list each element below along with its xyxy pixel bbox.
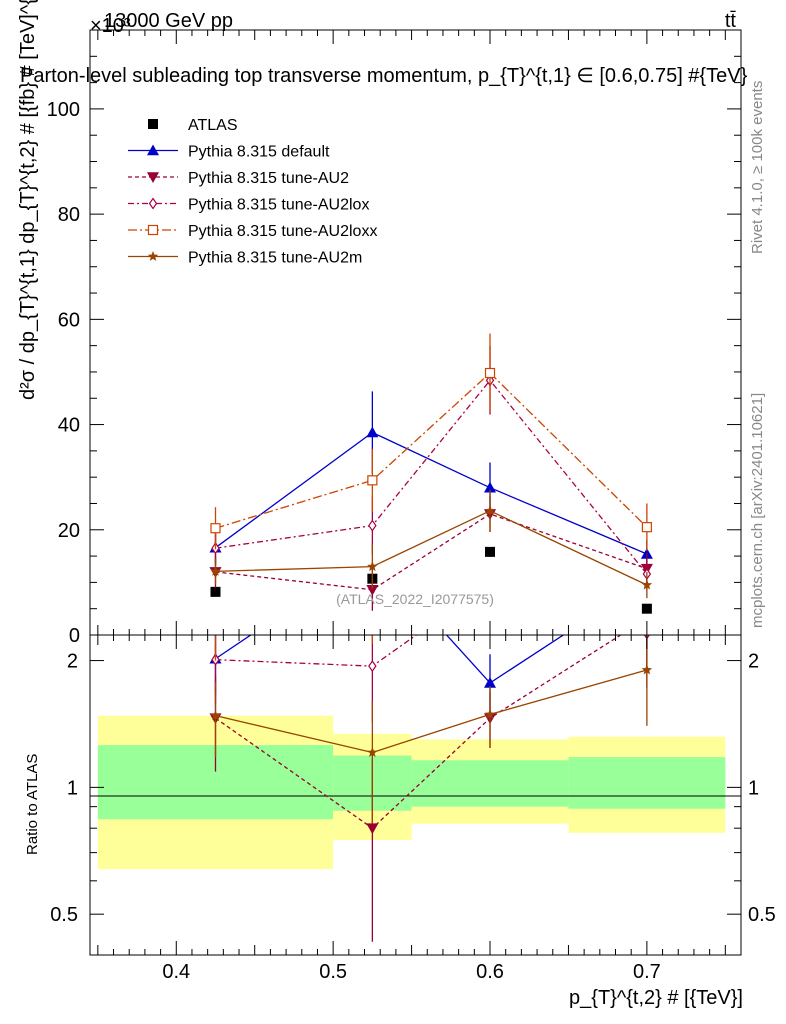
- ratio-series: [211, 529, 646, 661]
- ratio-y-tick-label: 1: [67, 777, 78, 799]
- mcplots-label: mcplots.cern.ch [arXiv:2401.10621]: [749, 393, 766, 628]
- ratio-y-tick-label: 2: [67, 651, 78, 673]
- ratio-y-tick-label-right: 1: [748, 777, 759, 799]
- legend-item: Pythia 8.315 default: [128, 144, 330, 161]
- ratio-y-tick-label-right: 0.5: [748, 904, 776, 926]
- ratio-axis-ticks: 0.5 0.5 1 1 2 2: [50, 651, 776, 956]
- ratio-line: [215, 669, 648, 754]
- legend-marker: [148, 119, 158, 129]
- x-tick-label: 0.7: [633, 961, 661, 983]
- x-axis-title: p_{T}^{t,2} # [{TeV}]: [569, 987, 743, 1009]
- legend-item: Pythia 8.315 tune-AU2loxx: [128, 223, 377, 240]
- legend-item: Pythia 8.315 tune-AU2m: [128, 250, 362, 267]
- x-tick-label: 0.5: [319, 961, 347, 983]
- data-point: [641, 522, 652, 533]
- data-point: [368, 519, 377, 532]
- series-line: [215, 513, 648, 591]
- ratio-point: [484, 708, 496, 719]
- data-point: [485, 546, 496, 557]
- ratio-point: [641, 664, 653, 675]
- ratio-point: [367, 747, 378, 757]
- series-pythia-8-315-tune-au2loxx: [210, 333, 652, 551]
- ratio-y-tick-label: 0.5: [50, 904, 78, 926]
- y-tick-label: 100: [47, 99, 80, 121]
- data-point: [210, 565, 221, 576]
- y-axis-title: d²σ / dp_{T}^{t,1} dp_{T}^{t,2} # [{fb} …: [17, 0, 39, 400]
- ratio-y-axis-title: Ratio to ATLAS: [24, 754, 41, 855]
- series-line: [215, 372, 648, 529]
- data-point: [366, 426, 379, 438]
- ratio-point: [366, 823, 379, 835]
- rivet-label: Rivet 4.1.0, ≥ 100k events: [749, 81, 766, 254]
- exponent-label: ×10³: [90, 15, 131, 37]
- series-pythia-8-315-tune-au2lox: [211, 346, 652, 590]
- ratio-y-tick-label-right: 2: [748, 651, 759, 673]
- legend-marker: [147, 144, 159, 156]
- data-point: [484, 367, 496, 379]
- legend: ATLAS Pythia 8.315 default Pythia 8.315 tu…: [128, 117, 377, 267]
- x-tick-label: 0.6: [476, 961, 504, 983]
- ratio-line: [215, 529, 646, 621]
- legend-item: Pythia 8.315 tune-AU2: [128, 170, 349, 187]
- y-tick-label: 80: [58, 204, 80, 226]
- ratio-band-inner: [568, 757, 726, 809]
- ratio-point: [368, 660, 377, 673]
- data-point: [641, 603, 652, 614]
- series-line: [215, 431, 648, 555]
- y-tick-label: 20: [58, 520, 80, 542]
- ratio-series: [209, 529, 653, 942]
- legend-label: Pythia 8.315 default: [188, 144, 330, 161]
- ratio-point: [487, 578, 494, 588]
- plot-title: Parton-level subleading top transverse m…: [20, 65, 748, 87]
- series-line: [215, 379, 648, 575]
- main-axis-ticks: 0 20 40 60 80 100 0.4 0.5 0.6 0.7: [47, 29, 741, 983]
- legend-marker: [148, 197, 158, 210]
- y-tick-label: 40: [58, 415, 80, 437]
- series-line: [215, 510, 648, 586]
- y-tick-label: 60: [58, 309, 80, 331]
- data-point: [484, 505, 496, 516]
- data-point: [210, 586, 221, 597]
- data-point: [367, 561, 378, 572]
- series-pythia-8-315-tune-au2m: [210, 489, 653, 599]
- legend-label: Pythia 8.315 tune-AU2: [188, 170, 349, 187]
- legend-label: Pythia 8.315 tune-AU2loxx: [188, 223, 377, 240]
- ratio-band-inner: [411, 760, 569, 807]
- ratio-point: [211, 617, 220, 626]
- data-point: [366, 584, 379, 596]
- series-pythia-8-315-default: [209, 391, 653, 568]
- y-tick-label: 0: [69, 625, 80, 647]
- legend-marker: [147, 172, 159, 183]
- data-point: [367, 475, 378, 486]
- ratio-plot-border: [89, 634, 742, 956]
- legend-item: ATLAS: [148, 117, 238, 134]
- ratio-point: [486, 573, 495, 582]
- process-label: tt̄: [725, 10, 737, 32]
- legend-item: Pythia 8.315 tune-AU2lox: [128, 197, 369, 214]
- x-tick-label: 0.4: [162, 961, 190, 983]
- data-point: [210, 523, 221, 534]
- legend-label: ATLAS: [188, 117, 238, 134]
- energy-label: 13000 GeV pp: [104, 10, 233, 32]
- legend-marker: [147, 224, 159, 236]
- ratio-point: [484, 676, 497, 688]
- analysis-label: (ATLAS_2022_I2077575): [336, 591, 494, 607]
- main-series: [209, 333, 653, 614]
- legend-label: Pythia 8.315 tune-AU2lox: [188, 197, 369, 214]
- data-point: [484, 481, 497, 493]
- ratio-point: [210, 710, 221, 721]
- data-point: [641, 579, 653, 590]
- legend-marker: [147, 251, 159, 261]
- legend-label: Pythia 8.315 tune-AU2m: [188, 250, 362, 267]
